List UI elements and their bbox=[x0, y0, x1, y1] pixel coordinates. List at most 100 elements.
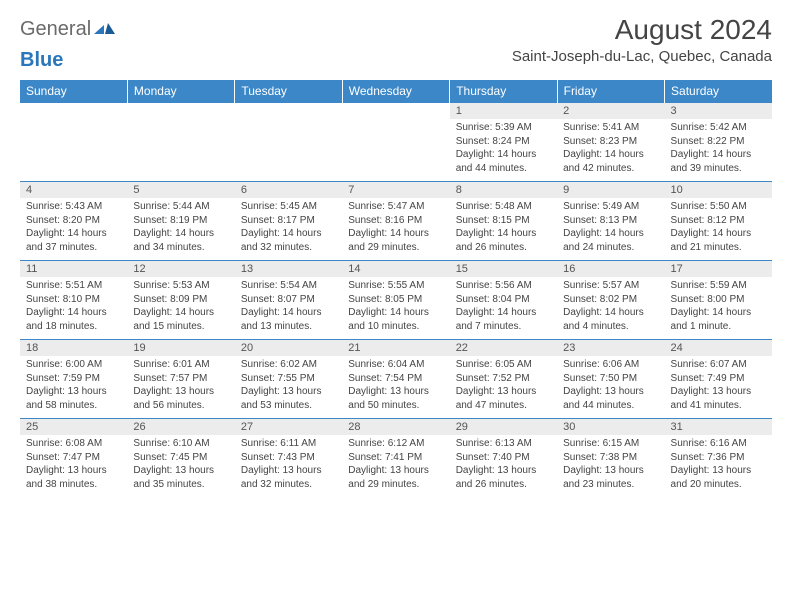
sunrise-text: Sunrise: 6:15 AM bbox=[563, 437, 658, 451]
sunset-text: Sunset: 7:41 PM bbox=[348, 451, 443, 465]
sunset-text: Sunset: 7:54 PM bbox=[348, 372, 443, 386]
day-number: 26 bbox=[127, 419, 234, 435]
day-number: 29 bbox=[450, 419, 557, 435]
day-details: Sunrise: 6:02 AMSunset: 7:55 PMDaylight:… bbox=[235, 356, 342, 418]
sunrise-text: Sunrise: 6:12 AM bbox=[348, 437, 443, 451]
day-details bbox=[235, 119, 342, 179]
month-title: August 2024 bbox=[512, 14, 772, 46]
day-number: 21 bbox=[342, 340, 449, 356]
sunset-text: Sunset: 7:52 PM bbox=[456, 372, 551, 386]
daylight-text: Daylight: 14 hours and 32 minutes. bbox=[241, 227, 336, 254]
sunset-text: Sunset: 8:04 PM bbox=[456, 293, 551, 307]
sunset-text: Sunset: 8:02 PM bbox=[563, 293, 658, 307]
sunrise-text: Sunrise: 5:51 AM bbox=[26, 279, 121, 293]
col-friday: Friday bbox=[557, 80, 664, 103]
col-sunday: Sunday bbox=[20, 80, 127, 103]
day-number: 13 bbox=[235, 261, 342, 277]
sunset-text: Sunset: 7:47 PM bbox=[26, 451, 121, 465]
day-cell: 15Sunrise: 5:56 AMSunset: 8:04 PMDayligh… bbox=[450, 261, 557, 340]
sunrise-text: Sunrise: 5:56 AM bbox=[456, 279, 551, 293]
sunrise-text: Sunrise: 5:48 AM bbox=[456, 200, 551, 214]
daylight-text: Daylight: 13 hours and 41 minutes. bbox=[671, 385, 766, 412]
sunrise-text: Sunrise: 6:02 AM bbox=[241, 358, 336, 372]
col-thursday: Thursday bbox=[450, 80, 557, 103]
day-details: Sunrise: 6:10 AMSunset: 7:45 PMDaylight:… bbox=[127, 435, 234, 497]
sunset-text: Sunset: 8:23 PM bbox=[563, 135, 658, 149]
day-cell: 16Sunrise: 5:57 AMSunset: 8:02 PMDayligh… bbox=[557, 261, 664, 340]
daylight-text: Daylight: 13 hours and 50 minutes. bbox=[348, 385, 443, 412]
day-cell: 3Sunrise: 5:42 AMSunset: 8:22 PMDaylight… bbox=[665, 103, 772, 182]
day-cell: 4Sunrise: 5:43 AMSunset: 8:20 PMDaylight… bbox=[20, 182, 127, 261]
day-cell: 29Sunrise: 6:13 AMSunset: 7:40 PMDayligh… bbox=[450, 419, 557, 498]
day-number: 5 bbox=[127, 182, 234, 198]
sunset-text: Sunset: 7:57 PM bbox=[133, 372, 228, 386]
day-details: Sunrise: 6:06 AMSunset: 7:50 PMDaylight:… bbox=[557, 356, 664, 418]
day-details: Sunrise: 5:44 AMSunset: 8:19 PMDaylight:… bbox=[127, 198, 234, 260]
sunset-text: Sunset: 7:43 PM bbox=[241, 451, 336, 465]
sunrise-text: Sunrise: 6:07 AM bbox=[671, 358, 766, 372]
day-details: Sunrise: 6:15 AMSunset: 7:38 PMDaylight:… bbox=[557, 435, 664, 497]
day-number bbox=[127, 103, 234, 119]
col-wednesday: Wednesday bbox=[342, 80, 449, 103]
day-number: 20 bbox=[235, 340, 342, 356]
daylight-text: Daylight: 14 hours and 39 minutes. bbox=[671, 148, 766, 175]
sunrise-text: Sunrise: 5:54 AM bbox=[241, 279, 336, 293]
day-details bbox=[127, 119, 234, 179]
day-cell: 22Sunrise: 6:05 AMSunset: 7:52 PMDayligh… bbox=[450, 340, 557, 419]
sunset-text: Sunset: 8:20 PM bbox=[26, 214, 121, 228]
sunset-text: Sunset: 8:07 PM bbox=[241, 293, 336, 307]
sunrise-text: Sunrise: 5:53 AM bbox=[133, 279, 228, 293]
day-number: 15 bbox=[450, 261, 557, 277]
day-details: Sunrise: 5:59 AMSunset: 8:00 PMDaylight:… bbox=[665, 277, 772, 339]
day-details: Sunrise: 6:04 AMSunset: 7:54 PMDaylight:… bbox=[342, 356, 449, 418]
day-number bbox=[235, 103, 342, 119]
sunset-text: Sunset: 7:38 PM bbox=[563, 451, 658, 465]
daylight-text: Daylight: 13 hours and 32 minutes. bbox=[241, 464, 336, 491]
day-number: 3 bbox=[665, 103, 772, 119]
sunrise-text: Sunrise: 6:08 AM bbox=[26, 437, 121, 451]
daylight-text: Daylight: 13 hours and 58 minutes. bbox=[26, 385, 121, 412]
col-saturday: Saturday bbox=[665, 80, 772, 103]
sunrise-text: Sunrise: 6:05 AM bbox=[456, 358, 551, 372]
day-details: Sunrise: 5:56 AMSunset: 8:04 PMDaylight:… bbox=[450, 277, 557, 339]
day-cell: 17Sunrise: 5:59 AMSunset: 8:00 PMDayligh… bbox=[665, 261, 772, 340]
day-number: 30 bbox=[557, 419, 664, 435]
logo: General bbox=[20, 18, 116, 41]
day-details: Sunrise: 5:41 AMSunset: 8:23 PMDaylight:… bbox=[557, 119, 664, 181]
daylight-text: Daylight: 14 hours and 18 minutes. bbox=[26, 306, 121, 333]
day-details: Sunrise: 6:08 AMSunset: 7:47 PMDaylight:… bbox=[20, 435, 127, 497]
col-tuesday: Tuesday bbox=[235, 80, 342, 103]
day-cell: 11Sunrise: 5:51 AMSunset: 8:10 PMDayligh… bbox=[20, 261, 127, 340]
week-row: 18Sunrise: 6:00 AMSunset: 7:59 PMDayligh… bbox=[20, 340, 772, 419]
sunset-text: Sunset: 7:59 PM bbox=[26, 372, 121, 386]
sunset-text: Sunset: 7:49 PM bbox=[671, 372, 766, 386]
day-details: Sunrise: 5:43 AMSunset: 8:20 PMDaylight:… bbox=[20, 198, 127, 260]
sunrise-text: Sunrise: 5:50 AM bbox=[671, 200, 766, 214]
sunrise-text: Sunrise: 5:59 AM bbox=[671, 279, 766, 293]
daylight-text: Daylight: 13 hours and 44 minutes. bbox=[563, 385, 658, 412]
daylight-text: Daylight: 14 hours and 13 minutes. bbox=[241, 306, 336, 333]
day-cell bbox=[127, 103, 234, 182]
week-row: 25Sunrise: 6:08 AMSunset: 7:47 PMDayligh… bbox=[20, 419, 772, 498]
daylight-text: Daylight: 14 hours and 10 minutes. bbox=[348, 306, 443, 333]
sunset-text: Sunset: 7:36 PM bbox=[671, 451, 766, 465]
day-number: 18 bbox=[20, 340, 127, 356]
day-details: Sunrise: 5:48 AMSunset: 8:15 PMDaylight:… bbox=[450, 198, 557, 260]
daylight-text: Daylight: 14 hours and 4 minutes. bbox=[563, 306, 658, 333]
day-header-row: Sunday Monday Tuesday Wednesday Thursday… bbox=[20, 80, 772, 103]
sunrise-text: Sunrise: 6:06 AM bbox=[563, 358, 658, 372]
day-number: 16 bbox=[557, 261, 664, 277]
day-details: Sunrise: 5:53 AMSunset: 8:09 PMDaylight:… bbox=[127, 277, 234, 339]
day-cell: 28Sunrise: 6:12 AMSunset: 7:41 PMDayligh… bbox=[342, 419, 449, 498]
location: Saint-Joseph-du-Lac, Quebec, Canada bbox=[512, 48, 772, 65]
sunset-text: Sunset: 8:09 PM bbox=[133, 293, 228, 307]
day-cell: 14Sunrise: 5:55 AMSunset: 8:05 PMDayligh… bbox=[342, 261, 449, 340]
daylight-text: Daylight: 13 hours and 53 minutes. bbox=[241, 385, 336, 412]
day-details: Sunrise: 5:51 AMSunset: 8:10 PMDaylight:… bbox=[20, 277, 127, 339]
daylight-text: Daylight: 14 hours and 44 minutes. bbox=[456, 148, 551, 175]
sunrise-text: Sunrise: 5:45 AM bbox=[241, 200, 336, 214]
day-cell: 26Sunrise: 6:10 AMSunset: 7:45 PMDayligh… bbox=[127, 419, 234, 498]
day-number: 7 bbox=[342, 182, 449, 198]
day-number: 31 bbox=[665, 419, 772, 435]
day-number: 10 bbox=[665, 182, 772, 198]
